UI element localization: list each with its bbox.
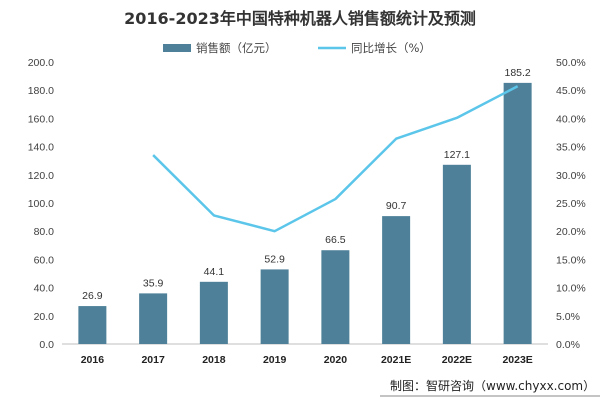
bar-2020 bbox=[321, 250, 350, 344]
bar-2017 bbox=[139, 293, 168, 344]
bar-2016 bbox=[78, 306, 107, 344]
bar-data-label: 35.9 bbox=[143, 277, 164, 289]
bar-data-label: 90.7 bbox=[386, 200, 407, 212]
x-tick-label: 2022E bbox=[442, 354, 472, 366]
y-right-tick-label: 20.0% bbox=[556, 226, 586, 238]
bar-2018 bbox=[199, 281, 228, 344]
bar-2019 bbox=[260, 269, 289, 344]
bar-2021E bbox=[382, 216, 411, 344]
y-right-tick-label: 50.0% bbox=[556, 57, 586, 69]
legend-swatch-bar bbox=[163, 44, 191, 52]
bar-data-label: 44.1 bbox=[204, 266, 225, 278]
bar-2022E bbox=[442, 164, 471, 344]
y-right-tick-label: 45.0% bbox=[556, 85, 586, 97]
x-tick-label: 2023E bbox=[502, 354, 532, 366]
legend-label-growth: 同比增长（%） bbox=[351, 41, 431, 55]
legend-label-sales: 销售额（亿元） bbox=[196, 41, 277, 55]
y-left-tick-label: 60.0 bbox=[34, 254, 55, 266]
bar-data-label: 127.1 bbox=[444, 149, 470, 161]
y-right-tick-label: 40.0% bbox=[556, 113, 586, 125]
y-left-tick-label: 120.0 bbox=[28, 170, 54, 182]
x-tick-label: 2019 bbox=[263, 354, 287, 366]
legend: 销售额（亿元） 同比增长（%） bbox=[163, 41, 431, 55]
y-left-tick-label: 160.0 bbox=[28, 113, 54, 125]
y-right-tick-label: 10.0% bbox=[556, 283, 586, 295]
y-left-tick-label: 0.0 bbox=[39, 339, 54, 351]
bar-data-label: 66.5 bbox=[325, 234, 346, 246]
y-right-tick-label: 15.0% bbox=[556, 254, 586, 266]
y-left-tick-label: 20.0 bbox=[34, 311, 55, 323]
y-left-tick-label: 80.0 bbox=[34, 226, 55, 238]
bar-2023E bbox=[503, 82, 532, 345]
y-right-tick-label: 30.0% bbox=[556, 170, 586, 182]
x-tick-label: 2017 bbox=[141, 354, 165, 366]
y-left-tick-label: 200.0 bbox=[28, 57, 54, 69]
y-left-tick-label: 100.0 bbox=[28, 198, 54, 210]
x-tick-label: 2016 bbox=[81, 354, 105, 366]
bar-data-label: 26.9 bbox=[82, 290, 103, 302]
bar-data-label: 52.9 bbox=[264, 253, 285, 265]
y-right-tick-label: 5.0% bbox=[556, 311, 580, 323]
chart-title: 2016-2023年中国特种机器人销售额统计及预测 bbox=[124, 9, 476, 28]
y-right-tick-label: 35.0% bbox=[556, 142, 586, 154]
x-tick-label: 2020 bbox=[324, 354, 348, 366]
source-note: 制图：智研咨询（www.chyxx.com） bbox=[390, 378, 595, 393]
x-tick-label: 2021E bbox=[381, 354, 411, 366]
bar-data-label: 185.2 bbox=[504, 67, 530, 79]
y-left-tick-label: 40.0 bbox=[34, 283, 55, 295]
y-left-tick-label: 180.0 bbox=[28, 85, 54, 97]
y-right-tick-label: 0.0% bbox=[556, 339, 580, 351]
y-left-tick-label: 140.0 bbox=[28, 142, 54, 154]
y-right-tick-label: 25.0% bbox=[556, 198, 586, 210]
x-tick-label: 2018 bbox=[202, 354, 226, 366]
